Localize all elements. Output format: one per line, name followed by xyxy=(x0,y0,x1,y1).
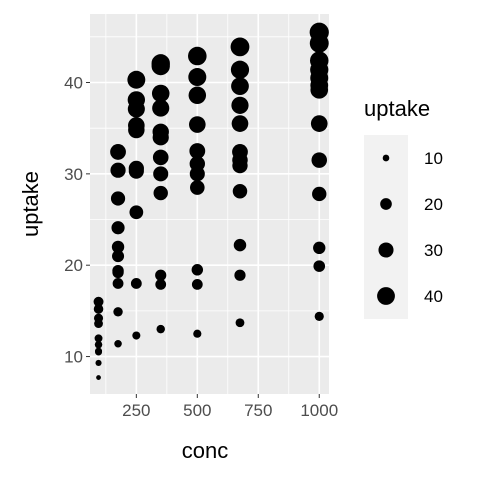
data-point xyxy=(230,60,250,79)
axis-ticks: 250 500 750 1000 10 20 30 40 xyxy=(64,74,338,420)
x-axis-title: conc xyxy=(182,438,228,463)
data-point xyxy=(188,86,207,105)
data-point xyxy=(112,266,124,279)
data-point xyxy=(95,359,102,367)
data-point xyxy=(110,162,126,178)
data-point xyxy=(231,96,249,114)
y-tick-label: 30 xyxy=(64,165,83,184)
data-point xyxy=(235,318,245,328)
data-point xyxy=(110,191,126,206)
legend-symbol xyxy=(380,198,392,210)
data-point xyxy=(155,269,167,281)
data-point xyxy=(93,304,104,314)
data-point xyxy=(130,278,142,289)
data-point xyxy=(152,129,169,146)
data-point xyxy=(231,115,249,132)
data-point xyxy=(111,221,125,235)
data-point xyxy=(111,240,125,254)
data-point xyxy=(309,33,329,53)
data-point xyxy=(232,183,248,199)
data-point xyxy=(151,84,170,103)
data-point xyxy=(189,143,206,159)
data-point xyxy=(128,121,145,139)
data-point xyxy=(127,70,146,89)
data-point xyxy=(193,329,202,338)
legend-label: 40 xyxy=(424,287,443,306)
data-point xyxy=(232,157,248,174)
data-point xyxy=(129,205,144,220)
data-point xyxy=(314,311,324,321)
y-tick-label: 20 xyxy=(64,256,83,275)
size-legend: uptake 10 20 30 40 xyxy=(364,96,443,319)
data-point xyxy=(313,260,326,272)
legend-symbol xyxy=(378,242,394,258)
x-tick-label: 250 xyxy=(122,401,150,420)
data-point xyxy=(155,278,167,290)
y-tick-label: 40 xyxy=(64,74,83,93)
data-point xyxy=(152,99,170,117)
data-point xyxy=(234,269,246,281)
data-point xyxy=(190,180,205,195)
data-point xyxy=(110,144,126,160)
legend-title: uptake xyxy=(364,96,430,121)
data-point xyxy=(188,46,207,66)
x-tick-label: 500 xyxy=(183,401,211,420)
legend-label: 30 xyxy=(424,241,443,260)
x-tick-label: 1000 xyxy=(300,401,338,420)
data-point xyxy=(95,348,103,356)
data-point xyxy=(112,278,124,289)
plot-panel xyxy=(90,14,329,394)
legend-label: 20 xyxy=(424,195,443,214)
data-point xyxy=(153,166,169,182)
data-point xyxy=(152,149,169,166)
data-point xyxy=(94,319,103,329)
y-tick-label: 10 xyxy=(64,348,83,367)
data-point xyxy=(310,115,328,132)
data-point xyxy=(93,296,104,307)
y-axis-title: uptake xyxy=(18,171,43,237)
data-point xyxy=(188,68,207,87)
data-point xyxy=(132,331,141,340)
legend-label: 10 xyxy=(424,149,443,168)
data-point xyxy=(191,264,204,276)
data-point xyxy=(112,250,125,263)
data-point xyxy=(311,152,328,168)
data-points xyxy=(93,22,329,380)
data-point xyxy=(113,307,123,317)
data-point xyxy=(191,278,203,290)
data-point xyxy=(310,80,329,99)
x-tick-label: 750 xyxy=(244,401,272,420)
data-point xyxy=(94,334,103,343)
data-point xyxy=(128,163,144,179)
legend-symbol xyxy=(377,287,395,305)
data-point xyxy=(96,375,101,380)
data-point xyxy=(313,241,326,255)
legend-symbol xyxy=(382,154,390,162)
data-point xyxy=(127,100,145,118)
data-point xyxy=(231,77,249,96)
data-point xyxy=(233,238,247,252)
data-point xyxy=(188,116,206,133)
data-point xyxy=(189,166,205,182)
data-point xyxy=(151,56,170,76)
data-point xyxy=(230,37,250,57)
data-point xyxy=(156,324,165,334)
data-point xyxy=(312,186,327,202)
data-point xyxy=(114,339,122,348)
data-point xyxy=(94,340,103,349)
data-point xyxy=(153,185,168,201)
